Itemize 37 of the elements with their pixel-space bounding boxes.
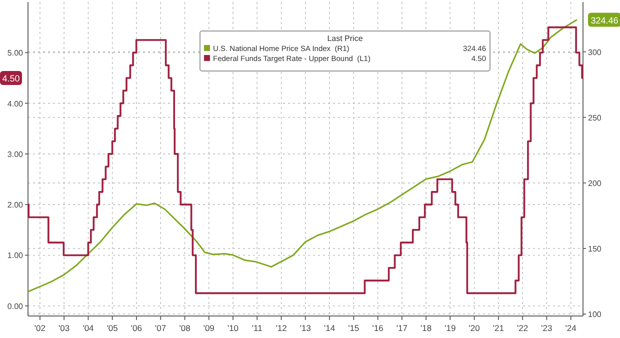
y2-tick-label: 250 [588, 113, 602, 122]
x-tick-label: '24 [565, 323, 577, 333]
y-tick-label: 4.00 [7, 99, 24, 108]
y-tick-label: 3.00 [7, 150, 24, 159]
y2-tick-label: 200 [588, 178, 602, 188]
legend-title: Last Price [327, 34, 364, 43]
x-tick-label: '10 [227, 323, 239, 333]
text: 4.50 [2, 73, 20, 84]
x-tick-label: '03 [58, 323, 70, 333]
x-tick-label: '09 [203, 323, 215, 333]
y2-tick-label: 150 [588, 244, 602, 254]
x-tick-label: '21 [492, 323, 504, 333]
y2-tick-label: 300 [588, 48, 602, 57]
x-tick-label: '07 [155, 323, 166, 333]
y-tick-label: 1.00 [7, 251, 24, 260]
x-tick-label: '16 [372, 323, 384, 333]
x-tick-label: '23 [541, 323, 552, 333]
x-tick-label: '11 [252, 323, 263, 333]
x-tick-label: '05 [106, 323, 118, 333]
x-tick-label: '06 [130, 323, 142, 333]
text: 324.46 [590, 15, 618, 26]
x-tick-label: '04 [82, 323, 94, 333]
x-tick-label: '19 [444, 323, 456, 333]
x-tick-label: '12 [276, 323, 288, 333]
x-tick-label: '17 [396, 323, 408, 333]
x-tick-label: '02 [34, 323, 46, 333]
x-tick-label: '08 [179, 323, 191, 333]
y-tick-label: 2.00 [7, 200, 24, 210]
x-tick-label: '14 [324, 323, 336, 333]
x-tick-label: '18 [420, 323, 432, 333]
y-tick-label: 5.00 [7, 48, 24, 58]
x-tick-label: '13 [300, 323, 312, 333]
x-tick-label: '15 [348, 323, 360, 333]
x-tick-label: '22 [517, 323, 528, 333]
x-tick-label: '20 [468, 323, 480, 333]
y-tick-label: 0.00 [7, 302, 24, 311]
y2-tick-label: 100 [588, 310, 602, 320]
